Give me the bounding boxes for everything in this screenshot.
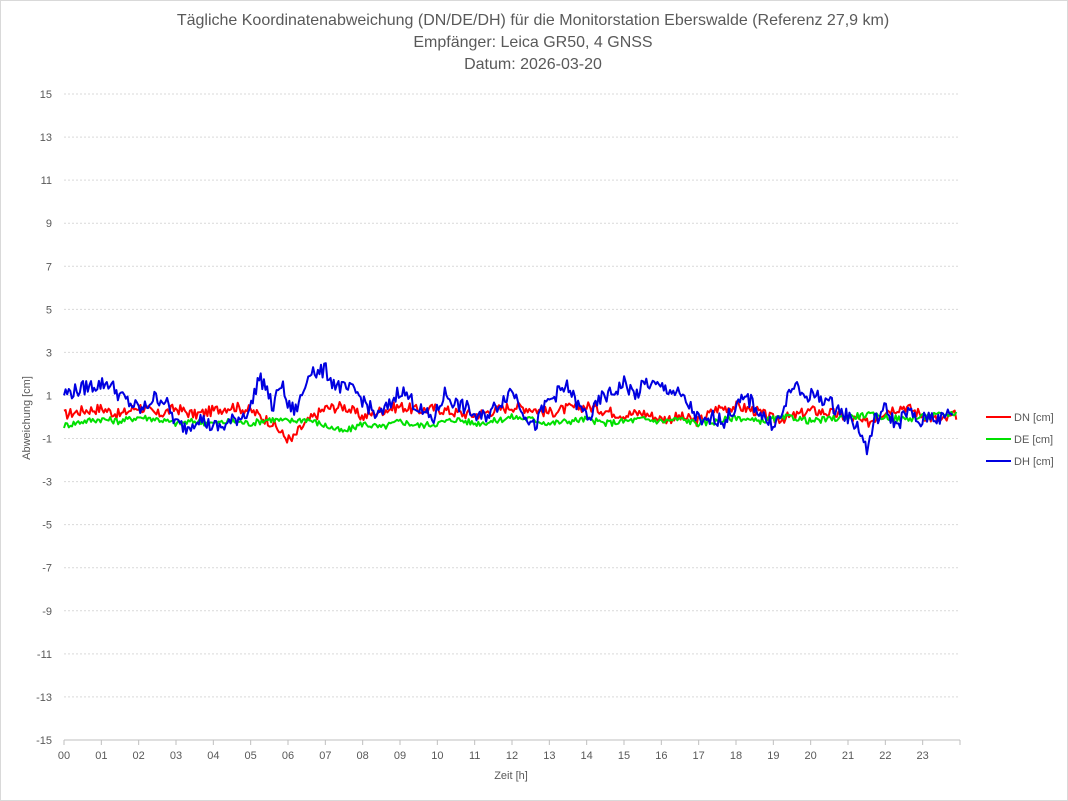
y-tick-label: 7 [46,261,52,273]
y-tick-label: 5 [46,304,52,316]
x-tick-label: 15 [618,750,630,762]
y-tick-label: -11 [37,649,52,661]
legend-label: DH [cm] [1014,456,1054,468]
x-tick-label: 04 [207,750,219,762]
x-tick-label: 03 [170,750,182,762]
y-tick-label: -3 [42,477,52,489]
x-tick-label: 02 [133,750,145,762]
x-tick-label: 23 [917,750,929,762]
x-tick-label: 14 [581,750,593,762]
x-tick-label: 19 [767,750,779,762]
series-line-dn [63,400,958,444]
chart-subtitle-date: Datum: 2026-03-20 [464,56,602,73]
chart-subtitle-receiver: Empfänger: Leica GR50, 4 GNSS [413,34,653,51]
x-tick-label: 16 [655,750,667,762]
y-tick-label: -15 [36,735,52,747]
x-tick-label: 01 [95,750,107,762]
x-tick-label: 09 [394,750,406,762]
legend-label: DE [cm] [1014,434,1053,446]
gridlines [64,93,960,741]
x-tick-label: 06 [282,750,294,762]
chart-title-block: Tägliche Koordinatenabweichung (DN/DE/DH… [0,10,1066,76]
x-tick-label: 21 [842,750,854,762]
x-tick-label: 12 [506,750,518,762]
x-tick-label: 08 [357,750,369,762]
y-tick-label: 1 [46,390,52,402]
y-tick-label: -1 [42,434,52,446]
x-axis: 00 01 02 03 04 05 06 07 08 09 10 11 12 13 14 15 16 17 18 19… [58,739,961,762]
x-tick-label: 20 [805,750,817,762]
y-tick-label: 9 [46,218,52,230]
x-tick-label: 22 [879,750,891,762]
x-tick-label: 10 [431,750,443,762]
series-line-dh [63,362,954,456]
series-line-de [63,410,958,433]
x-tick-label: 17 [693,750,705,762]
x-tick-label: 07 [319,750,331,762]
x-axis-label: Zeit [h] [494,770,528,782]
y-tick-label: -5 [42,520,52,532]
y-axis-ticks: 15 13 11 9 7 5 3 1 -1 -3 -5 -7 -9 -11 -13 -15 [36,89,52,747]
y-tick-label: 13 [40,132,52,144]
x-tick-label: 05 [245,750,257,762]
y-tick-label: -9 [42,606,52,618]
x-tick-label: 11 [469,750,480,762]
legend-label: DN [cm] [1014,412,1054,424]
y-tick-label: 3 [46,347,52,359]
series-lines [63,362,958,456]
x-tick-label: 00 [58,750,70,762]
chart-title: Tägliche Koordinatenabweichung (DN/DE/DH… [176,12,890,29]
y-tick-label: 11 [41,175,52,187]
x-tick-label: 13 [543,750,555,762]
y-tick-label: -13 [36,692,52,704]
x-tick-label: 18 [730,750,742,762]
y-axis-label: Abweichung [cm] [21,376,33,460]
y-tick-label: 15 [40,89,52,101]
legend: DN [cm] DE [cm] DH [cm] [986,412,1054,468]
y-tick-label: -7 [42,563,52,575]
